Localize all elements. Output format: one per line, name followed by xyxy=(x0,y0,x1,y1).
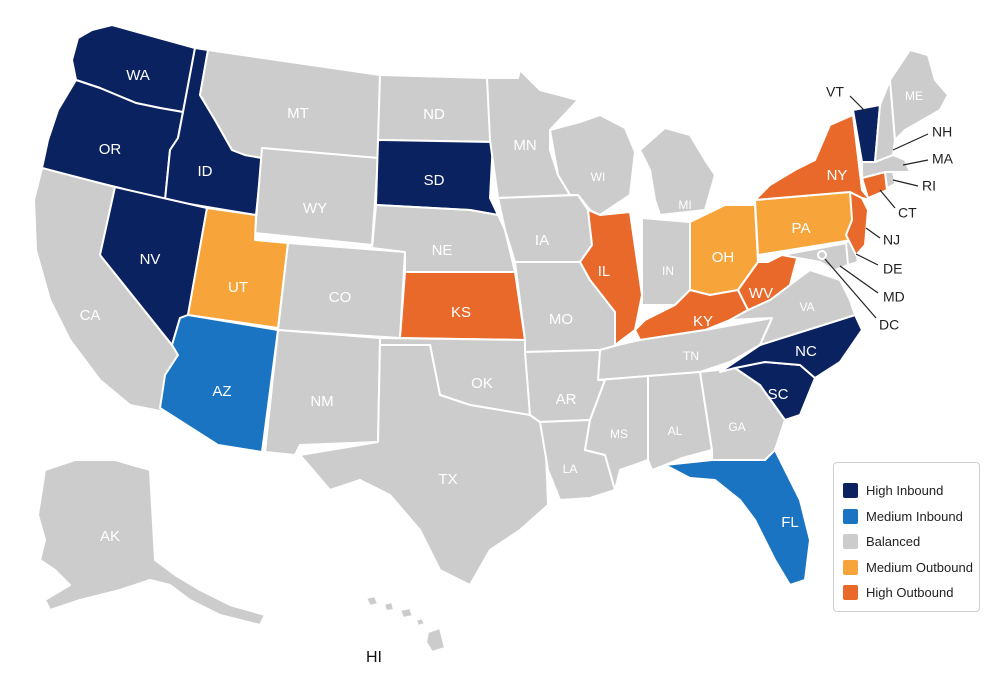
label-AZ: AZ xyxy=(212,383,231,400)
legend-item-medium-inbound: Medium Inbound xyxy=(843,504,979,530)
label-AK: AK xyxy=(100,528,120,545)
label-MI: MI xyxy=(678,198,691,212)
leader-RI xyxy=(892,179,919,187)
legend-swatch xyxy=(843,508,858,524)
legend-label: High Outbound xyxy=(866,585,954,601)
legend-label: High Inbound xyxy=(866,483,944,499)
label-NV: NV xyxy=(140,251,161,268)
label-CO: CO xyxy=(329,289,352,306)
label-MO: MO xyxy=(549,311,573,328)
callout-DC: DC xyxy=(879,317,899,333)
leader-MD xyxy=(839,265,879,294)
callout-RI: RI xyxy=(922,178,936,194)
legend-label: Medium Inbound xyxy=(866,508,963,524)
state-NY[interactable] xyxy=(754,114,871,201)
label-TN: TN xyxy=(683,349,699,363)
state-AZ[interactable] xyxy=(159,314,279,453)
label-IN: IN xyxy=(662,264,674,278)
label-VA: VA xyxy=(799,300,814,314)
legend-swatch xyxy=(843,483,858,499)
legend-item-high-outbound: High Outbound xyxy=(843,580,979,606)
label-MS: MS xyxy=(610,427,628,441)
label-HI: HI xyxy=(366,649,382,666)
state-NC[interactable] xyxy=(719,314,863,379)
state-FL[interactable] xyxy=(664,449,811,586)
label-KY: KY xyxy=(693,313,713,330)
state-ME[interactable] xyxy=(889,49,949,141)
callout-NJ: NJ xyxy=(883,232,900,248)
label-ID: ID xyxy=(198,163,213,180)
leader-NH xyxy=(892,133,929,151)
label-ME: ME xyxy=(905,89,923,103)
leader-DE xyxy=(855,253,879,266)
label-WY: WY xyxy=(303,200,327,217)
legend-swatch xyxy=(843,534,858,550)
label-TX: TX xyxy=(438,471,457,488)
map-legend: High Inbound Medium Inbound Balanced Med… xyxy=(833,462,980,612)
callout-NH: NH xyxy=(932,124,952,140)
label-SC: SC xyxy=(768,386,789,403)
state-WY[interactable] xyxy=(254,147,379,246)
callout-VT: VT xyxy=(826,84,844,100)
label-PA: PA xyxy=(792,220,811,237)
label-KS: KS xyxy=(451,304,471,321)
legend-item-high-inbound: High Inbound xyxy=(843,478,979,504)
label-WV: WV xyxy=(749,285,773,302)
state-NH[interactable] xyxy=(874,79,896,163)
state-AK[interactable] xyxy=(37,459,266,626)
label-OK: OK xyxy=(471,375,493,392)
label-SD: SD xyxy=(424,172,445,189)
leader-MA xyxy=(902,159,929,166)
label-WI: WI xyxy=(591,170,606,184)
label-UT: UT xyxy=(228,279,248,296)
legend-item-medium-outbound: Medium Outbound xyxy=(843,555,979,581)
state-NJ[interactable] xyxy=(845,191,869,256)
leader-VT xyxy=(849,95,867,113)
leader-NJ xyxy=(865,227,881,239)
legend-swatch xyxy=(843,559,858,575)
callout-MA: MA xyxy=(932,151,954,167)
callout-MD: MD xyxy=(883,289,905,305)
leader-CT xyxy=(879,189,896,209)
legend-label: Medium Outbound xyxy=(866,559,973,575)
state-DC[interactable] xyxy=(817,250,827,260)
label-LA: LA xyxy=(563,462,578,476)
state-MN[interactable] xyxy=(486,69,579,199)
label-OH: OH xyxy=(712,249,735,266)
state-IA[interactable] xyxy=(497,194,593,263)
label-FL: FL xyxy=(781,514,799,531)
legend-item-balanced: Balanced xyxy=(843,529,979,555)
label-NY: NY xyxy=(827,167,848,184)
label-WA: WA xyxy=(126,67,150,84)
state-WI[interactable] xyxy=(549,114,636,216)
state-HI[interactable] xyxy=(365,595,446,653)
state-TX[interactable] xyxy=(299,344,549,586)
legend-label: Balanced xyxy=(866,534,921,550)
label-GA: GA xyxy=(728,420,745,434)
label-IL: IL xyxy=(598,263,611,280)
label-MN: MN xyxy=(513,137,536,154)
callout-CT: CT xyxy=(898,205,917,221)
label-IA: IA xyxy=(535,232,549,249)
label-CA: CA xyxy=(80,307,101,324)
state-MI[interactable] xyxy=(639,127,716,216)
state-IN[interactable] xyxy=(641,217,691,306)
label-MT: MT xyxy=(287,105,309,122)
legend-swatch xyxy=(843,585,858,601)
label-AR: AR xyxy=(556,391,577,408)
label-NE: NE xyxy=(432,242,453,259)
label-NC: NC xyxy=(795,343,817,360)
label-ND: ND xyxy=(423,106,445,123)
leader-DC xyxy=(824,258,877,319)
callout-DE: DE xyxy=(883,261,902,277)
label-AL: AL xyxy=(668,424,683,438)
label-NM: NM xyxy=(310,393,333,410)
label-OR: OR xyxy=(99,141,122,158)
